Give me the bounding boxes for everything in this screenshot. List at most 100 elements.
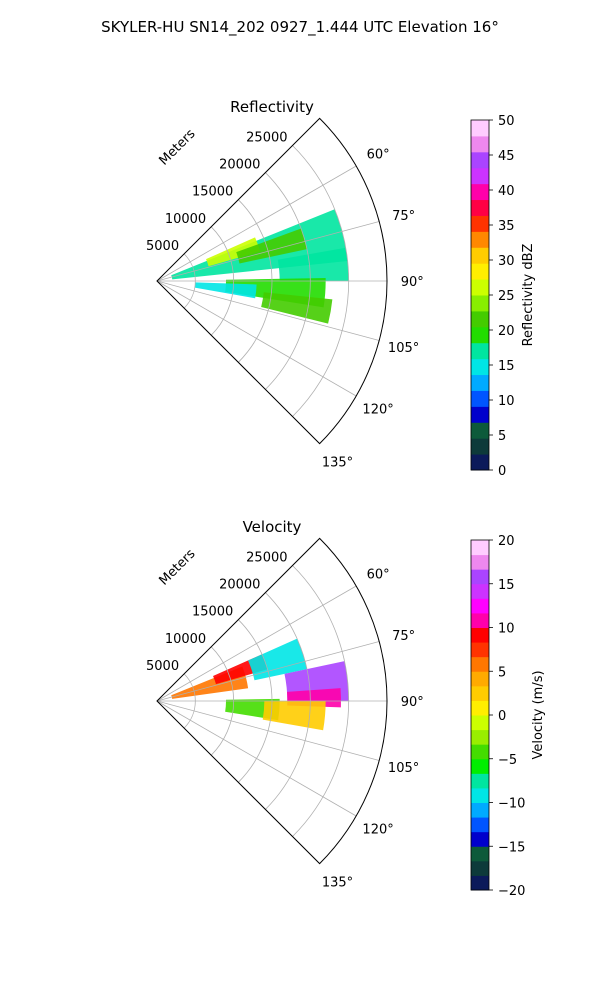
angle-tick-label: 90° <box>401 695 424 710</box>
echo-region <box>248 638 307 681</box>
colorbar-swatch <box>471 671 489 687</box>
colorbar-swatch <box>471 744 489 760</box>
colorbar-swatch <box>471 817 489 833</box>
colorbar-swatch <box>471 846 489 862</box>
sector-outline <box>156 117 388 445</box>
colorbar-swatch <box>471 151 489 169</box>
colorbar-swatch <box>471 215 489 232</box>
colorbar-swatch <box>471 642 489 658</box>
colorbar-swatch <box>471 438 489 455</box>
angle-tick-label: 120° <box>362 823 393 838</box>
velocity-colorbar: −20 −15 −10 −5 0 5 10 15 20 <box>470 534 525 899</box>
angle-tick-label: 135° <box>322 876 353 891</box>
colorbar-swatch <box>471 715 489 731</box>
colorbar-tick-label: −5 <box>498 753 517 768</box>
echo-region <box>261 292 333 324</box>
radial-tick-label: 10000 <box>165 632 206 647</box>
angle-tick-label: 105° <box>388 761 419 776</box>
colorbar-tick-label: 20 <box>498 324 515 339</box>
echo-region <box>277 247 349 281</box>
azimuth-spoke <box>156 700 380 761</box>
colorbar-swatch <box>471 685 489 701</box>
colorbar-swatch <box>471 700 489 716</box>
colorbar-tick-label: 45 <box>498 149 515 164</box>
colorbar-swatch <box>471 374 489 391</box>
colorbar-tick-label: 50 <box>498 114 515 129</box>
velocity-grid <box>156 537 388 865</box>
colorbar-swatch <box>471 554 489 570</box>
azimuth-spoke <box>156 641 380 702</box>
colorbar-swatch <box>471 167 489 185</box>
angle-tick-label: 60° <box>367 567 390 582</box>
radial-tick-label: 20000 <box>219 578 260 593</box>
colorbar-swatch <box>471 390 489 407</box>
colorbar-swatch <box>471 263 489 280</box>
colorbar-tick-label: 25 <box>498 289 515 304</box>
reflectivity-range-label: Meters <box>157 126 199 168</box>
radial-tick-label: 15000 <box>192 605 233 620</box>
colorbar-swatch <box>471 231 489 248</box>
colorbar-swatch <box>471 787 489 803</box>
azimuth-spoke <box>156 280 357 397</box>
velocity-echo-layer <box>171 638 349 731</box>
colorbar-tick-label: 5 <box>498 665 506 680</box>
colorbar-tick-label: 0 <box>498 709 506 724</box>
colorbar-tick-label: 5 <box>498 429 506 444</box>
colorbar-swatch <box>471 120 489 137</box>
angle-tick-label: 75° <box>392 629 415 644</box>
colorbar-swatch <box>471 358 489 376</box>
sector-outline <box>156 537 388 865</box>
angle-tick-label: 75° <box>392 209 415 224</box>
colorbar-swatch <box>471 729 489 745</box>
echo-region <box>194 282 257 299</box>
colorbar-swatch <box>471 454 489 471</box>
colorbar-swatch <box>471 199 489 216</box>
radial-tick-label: 10000 <box>165 212 206 227</box>
azimuth-spoke <box>156 165 357 282</box>
angle-tick-label: 90° <box>401 275 424 290</box>
colorbar-swatch <box>471 583 489 599</box>
colorbar-swatch <box>471 875 489 891</box>
azimuth-spoke <box>156 280 380 341</box>
velocity-ticks: 5000 10000 15000 20000 25000 60° 75° 90° 105° 120… <box>146 550 424 890</box>
colorbar-swatch <box>471 831 489 847</box>
velocity-title: Velocity <box>243 518 302 536</box>
figure-suptitle: SKYLER-HU SN14_202 0927_1.444 UTC Elevat… <box>101 18 499 37</box>
colorbar-swatch <box>471 247 489 264</box>
azimuth-spoke <box>156 585 357 702</box>
colorbar-swatch <box>471 627 489 643</box>
colorbar-swatch <box>471 802 489 818</box>
colorbar-tick-label: 15 <box>498 359 515 374</box>
colorbar-swatch <box>471 656 489 672</box>
colorbar-swatch <box>471 310 489 328</box>
velocity-colorbar-label: Velocity (m/s) <box>531 670 546 759</box>
colorbar-swatch <box>471 758 489 774</box>
colorbar-tick-label: 20 <box>498 534 515 549</box>
reflectivity-grid <box>156 117 388 445</box>
colorbar-swatch <box>471 569 489 585</box>
velocity-panel: Velocity 5000 10000 15000 20000 25000 60° 75° 9… <box>146 518 546 899</box>
angle-tick-label: 60° <box>367 147 390 162</box>
reflectivity-echo-layer <box>171 209 349 324</box>
colorbar-swatch <box>471 183 489 201</box>
radial-tick-label: 20000 <box>219 158 260 173</box>
reflectivity-colorbar-label: Reflectivity dBZ <box>521 244 536 347</box>
radial-tick-label: 25000 <box>246 130 287 145</box>
echo-region <box>206 237 261 267</box>
colorbar-tick-label: −20 <box>498 884 525 899</box>
colorbar-swatch <box>471 295 489 312</box>
radial-tick-label: 5000 <box>146 659 179 674</box>
radial-tick-label: 15000 <box>192 185 233 200</box>
colorbar-swatch <box>471 860 489 876</box>
azimuth-spoke <box>156 700 357 817</box>
colorbar-swatch <box>471 406 489 423</box>
colorbar-swatch <box>471 326 489 344</box>
reflectivity-title: Reflectivity <box>230 98 314 116</box>
colorbar-tick-label: −10 <box>498 797 525 812</box>
radial-tick-label: 5000 <box>146 239 179 254</box>
colorbar-tick-label: 30 <box>498 254 515 269</box>
reflectivity-ticks: 5000 10000 15000 20000 25000 60° 75° 90° 105° 120… <box>146 130 424 470</box>
colorbar-swatch <box>471 279 489 296</box>
colorbar-tick-label: 0 <box>498 464 506 479</box>
